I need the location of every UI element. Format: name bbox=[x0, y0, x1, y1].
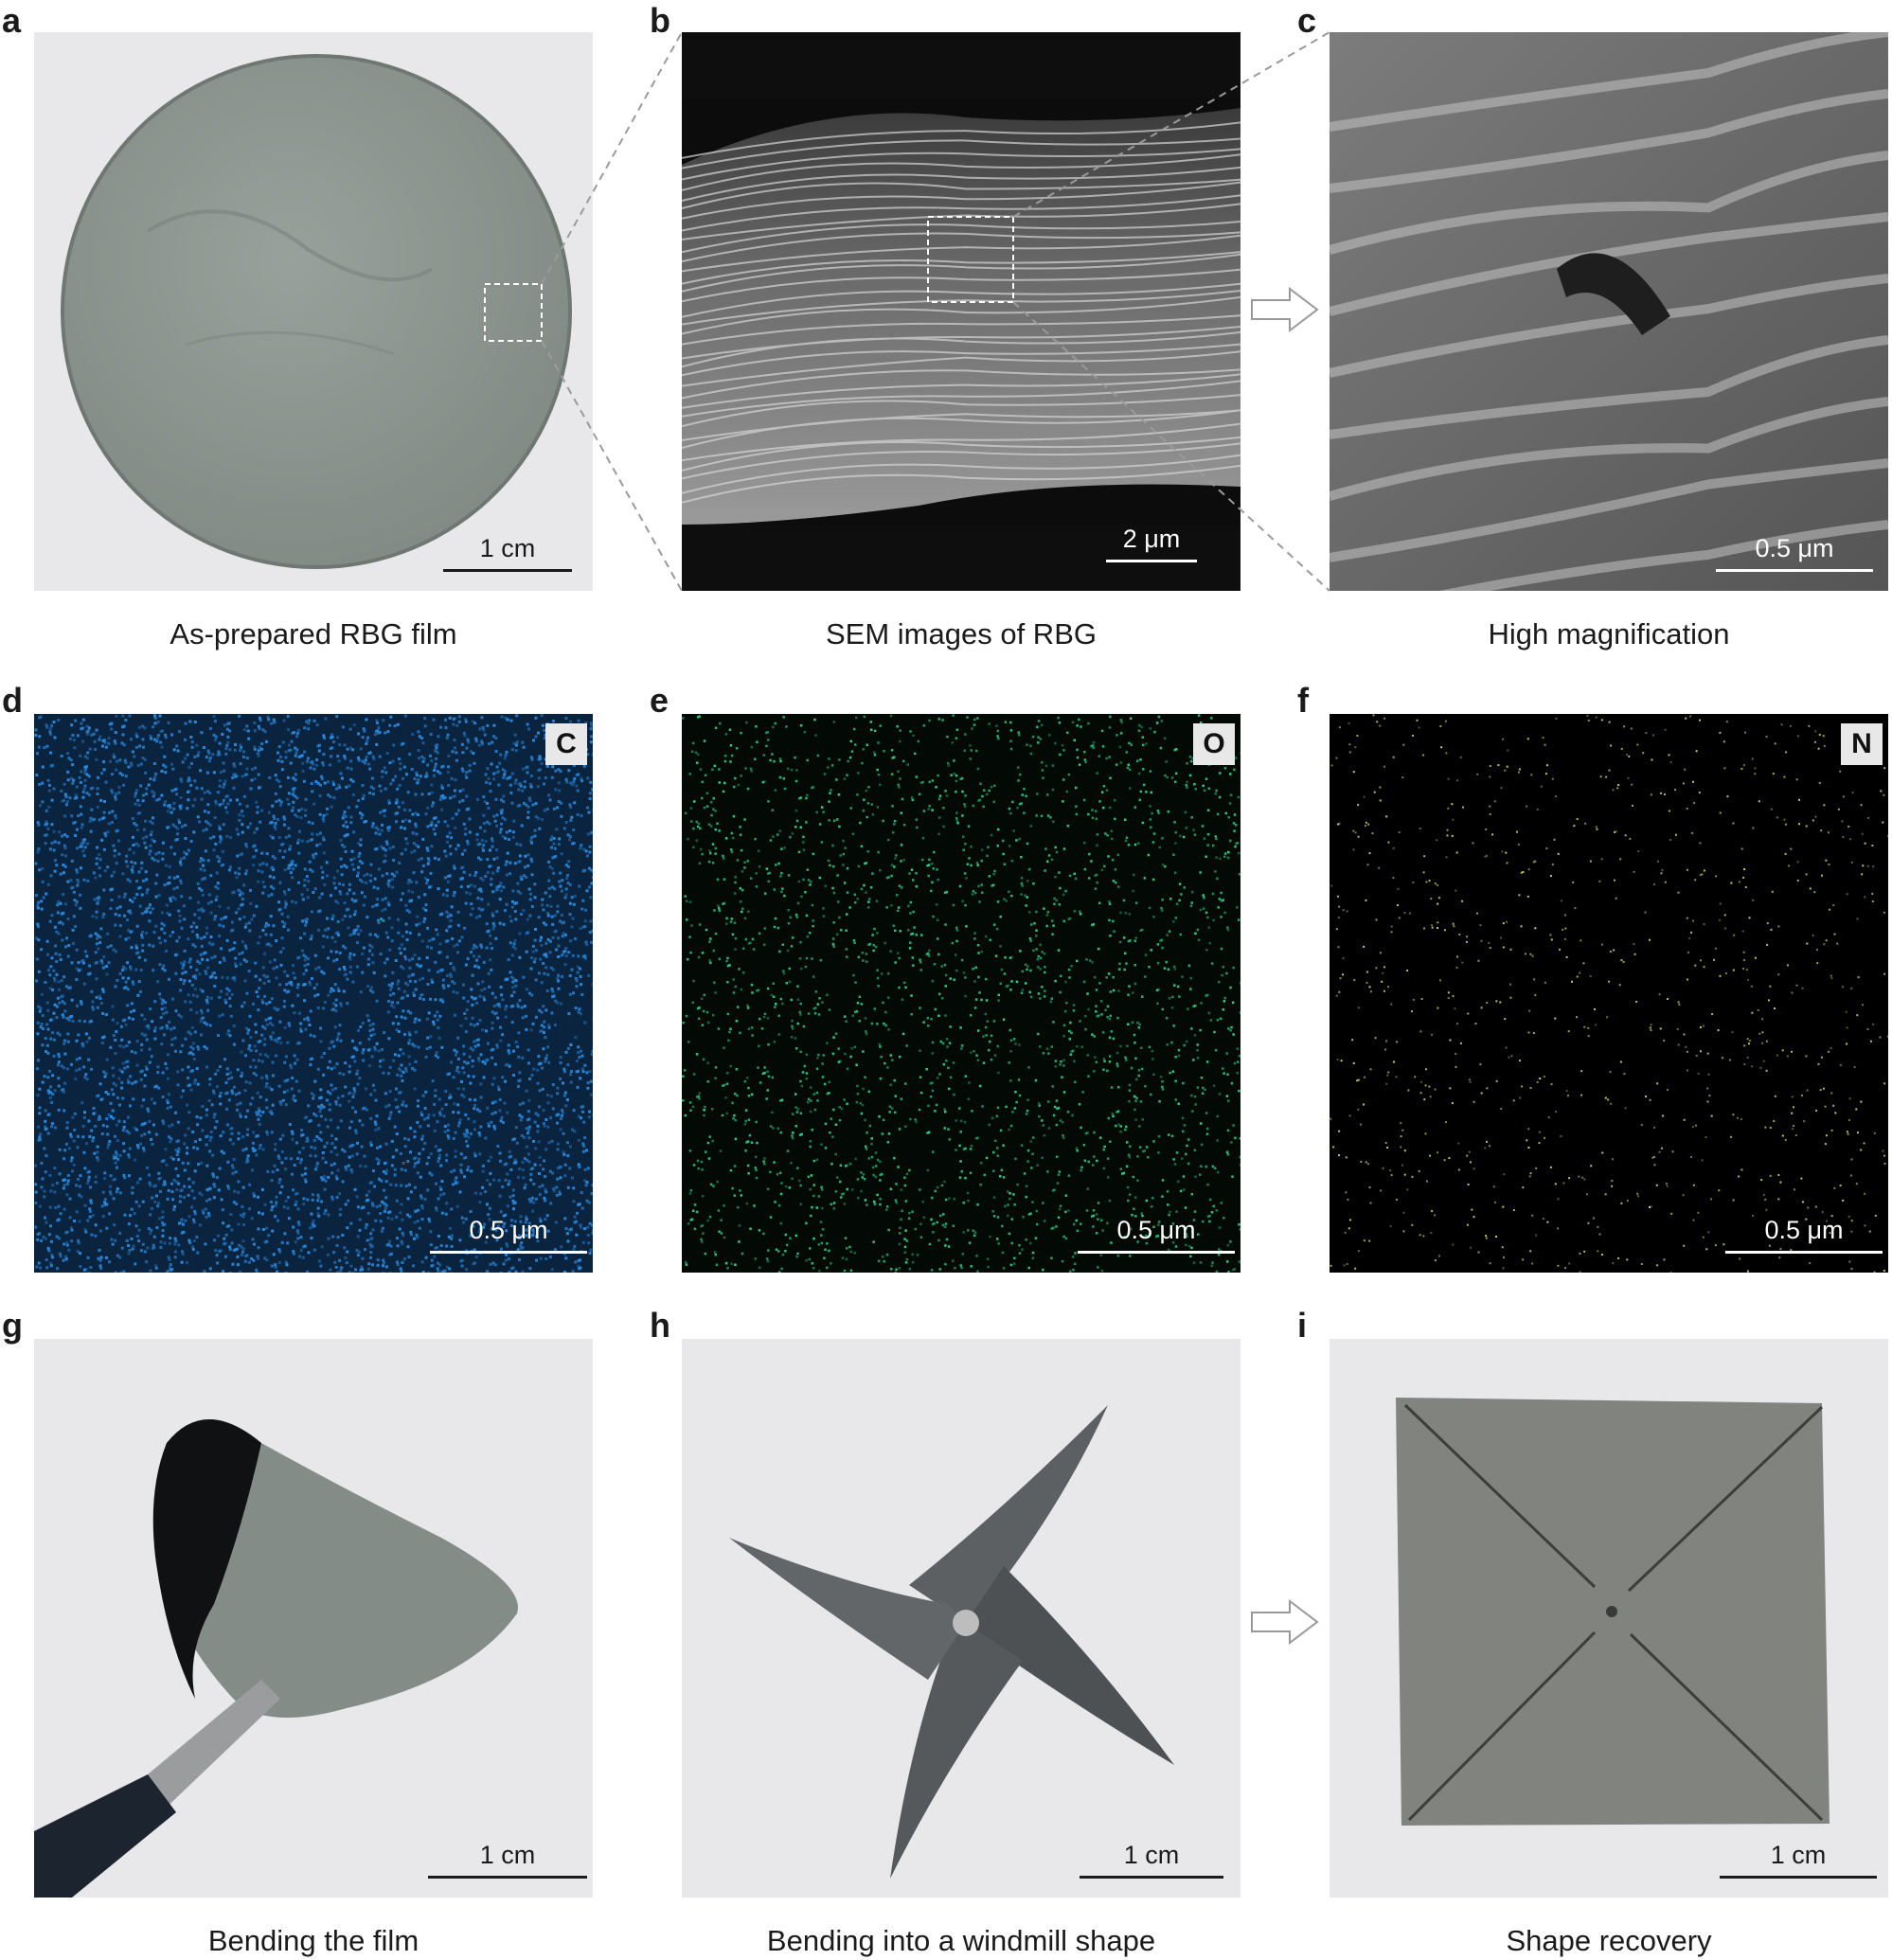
scale-bar-d: 0.5 μm bbox=[430, 1216, 587, 1254]
nitrogen-map-image bbox=[1330, 714, 1888, 1273]
sem-high-mag-image bbox=[1330, 32, 1888, 591]
arrow-right-icon-2 bbox=[1251, 1598, 1319, 1646]
panel-c-sem-high-mag: 0.5 μm bbox=[1330, 32, 1888, 591]
panel-i-recovered-photo: 1 cm bbox=[1330, 1339, 1888, 1898]
caption-i: Shape recovery bbox=[1506, 1924, 1712, 1957]
arrow-right-icon bbox=[1251, 286, 1319, 333]
element-badge-n: N bbox=[1841, 723, 1883, 765]
panel-label-b: b bbox=[650, 1, 670, 40]
scale-bar-f-label: 0.5 μm bbox=[1764, 1216, 1844, 1244]
sem-layers-image bbox=[682, 32, 1241, 591]
scale-bar-c-label: 0.5 μm bbox=[1755, 534, 1834, 562]
scale-bar-b: 2 μm bbox=[1106, 525, 1197, 562]
oxygen-map-image bbox=[682, 714, 1241, 1273]
panel-label-d: d bbox=[2, 681, 23, 720]
scale-bar-d-label: 0.5 μm bbox=[469, 1216, 548, 1244]
zoom-box bbox=[484, 283, 543, 342]
caption-g: Bending the film bbox=[207, 1924, 419, 1957]
panel-b-sem-image: 2 μm bbox=[682, 32, 1241, 591]
panel-label-f: f bbox=[1297, 681, 1309, 720]
scale-bar-e-label: 0.5 μm bbox=[1116, 1216, 1196, 1244]
scale-bar-a-label: 1 cm bbox=[479, 534, 536, 562]
caption-c: High magnification bbox=[1488, 617, 1730, 650]
panel-e-oxygen-map: O 0.5 μm bbox=[682, 714, 1241, 1273]
scale-bar-a: 1 cm bbox=[443, 534, 572, 572]
panel-label-c: c bbox=[1297, 1, 1317, 40]
scale-bar-c: 0.5 μm bbox=[1716, 534, 1873, 572]
panel-label-h: h bbox=[650, 1306, 670, 1345]
scale-bar-h-label: 1 cm bbox=[1123, 1841, 1180, 1869]
element-badge-o: O bbox=[1193, 723, 1235, 765]
scale-bar-i-label: 1 cm bbox=[1770, 1841, 1827, 1869]
zoom-box-b bbox=[927, 216, 1014, 303]
film-disc-image bbox=[61, 54, 572, 569]
panel-f-nitrogen-map: N 0.5 μm bbox=[1330, 714, 1888, 1273]
scale-bar-f: 0.5 μm bbox=[1725, 1216, 1883, 1254]
panel-g-bending-photo: 1 cm bbox=[34, 1339, 593, 1898]
caption-a: As-prepared RBG film bbox=[170, 617, 457, 650]
windmill-film-image bbox=[729, 1405, 1174, 1879]
scale-bar-h: 1 cm bbox=[1080, 1841, 1223, 1879]
scale-bar-i: 1 cm bbox=[1720, 1841, 1877, 1879]
bent-film-image bbox=[34, 1419, 518, 1898]
panel-label-g: g bbox=[2, 1306, 23, 1345]
scale-bar-e: 0.5 μm bbox=[1078, 1216, 1235, 1254]
scale-bar-g: 1 cm bbox=[428, 1841, 587, 1879]
panel-label-e: e bbox=[650, 681, 669, 720]
carbon-map-image bbox=[34, 714, 593, 1273]
caption-h: Bending into a windmill shape bbox=[766, 1924, 1156, 1957]
scale-bar-g-label: 1 cm bbox=[479, 1841, 536, 1869]
panel-h-windmill-photo: 1 cm bbox=[682, 1339, 1241, 1898]
scale-bar-b-label: 2 μm bbox=[1122, 525, 1181, 553]
caption-b: SEM images of RBG bbox=[826, 617, 1097, 650]
panel-label-a: a bbox=[2, 1, 22, 40]
panel-a-film-photo: 1 cm bbox=[34, 32, 593, 591]
recovered-film-image bbox=[1396, 1398, 1830, 1826]
element-badge-c: C bbox=[545, 723, 587, 765]
panel-d-carbon-map: C 0.5 μm bbox=[34, 714, 593, 1273]
panel-label-i: i bbox=[1297, 1306, 1308, 1345]
